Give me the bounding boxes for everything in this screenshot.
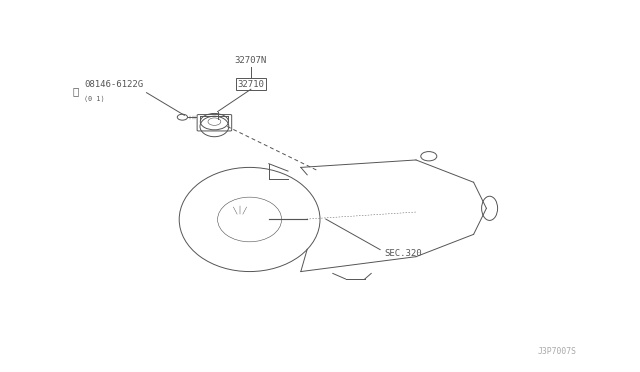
Text: ⟨0 1⟩: ⟨0 1⟩ (84, 96, 105, 102)
Text: 32707N: 32707N (235, 56, 267, 65)
Text: J3P7007S: J3P7007S (538, 347, 576, 356)
Text: 32710: 32710 (237, 80, 264, 89)
Text: 08146-6122G: 08146-6122G (84, 80, 143, 89)
Text: Ⓑ: Ⓑ (72, 86, 79, 96)
Text: SEC.320: SEC.320 (384, 249, 422, 258)
